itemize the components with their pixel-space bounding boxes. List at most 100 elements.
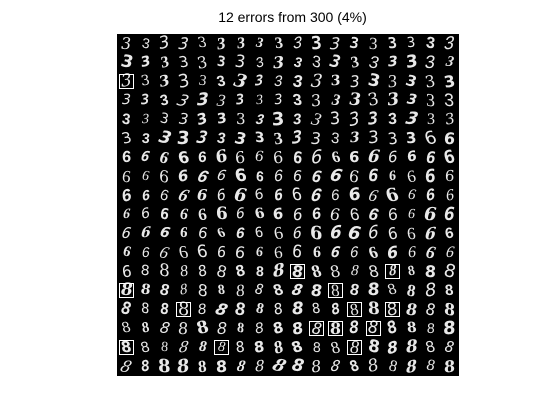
digit-glyph: 3 bbox=[139, 72, 152, 90]
digit-cell: 8 bbox=[174, 262, 193, 281]
digit-cell: 6 bbox=[326, 148, 345, 167]
digit-cell: 3 bbox=[231, 34, 250, 53]
digit-cell: 6 bbox=[269, 167, 288, 186]
digit-cell: 3 bbox=[345, 129, 364, 148]
digit-glyph: 6 bbox=[139, 148, 152, 166]
digit-cell: 6 bbox=[440, 224, 459, 243]
digit-glyph: 6 bbox=[329, 243, 342, 262]
digit-cell: 3 bbox=[250, 53, 269, 72]
digit-cell: 6 bbox=[231, 186, 250, 205]
digit-cell: 8 bbox=[155, 338, 174, 357]
digit-glyph: 8 bbox=[178, 281, 189, 299]
digit-glyph: 3 bbox=[385, 91, 400, 110]
digit-glyph: 8 bbox=[385, 281, 400, 299]
digit-cell: 6 bbox=[231, 224, 250, 243]
figure-title: 12 errors from 300 (4%) bbox=[218, 9, 367, 25]
digit-cell: 3 bbox=[117, 53, 136, 72]
digit-cell: 8 bbox=[383, 281, 402, 300]
digit-glyph: 3 bbox=[254, 53, 265, 71]
digit-glyph: 6 bbox=[348, 205, 361, 224]
digit-glyph: 3 bbox=[426, 110, 435, 129]
digit-cell: 8 bbox=[212, 281, 231, 300]
digit-cell: 3 bbox=[383, 91, 402, 110]
digit-cell: 8 bbox=[326, 338, 345, 357]
digit-glyph: 6 bbox=[291, 243, 304, 262]
digit-cell: 6 bbox=[383, 186, 402, 205]
digit-cell: 3 bbox=[383, 34, 402, 53]
digit-cell: 8 bbox=[364, 338, 383, 357]
digit-cell: 8 bbox=[345, 319, 364, 338]
digit-glyph: 6 bbox=[423, 167, 438, 186]
digit-cell: 3 bbox=[421, 91, 440, 110]
digit-glyph: 6 bbox=[176, 243, 190, 262]
digit-cell: 6 bbox=[193, 167, 212, 186]
digit-cell: 8 bbox=[345, 262, 364, 281]
digit-glyph: 3 bbox=[387, 72, 398, 91]
digit-cell: 8 bbox=[155, 357, 174, 376]
digit-cell: 8 bbox=[421, 300, 440, 319]
digit-cell: 6 bbox=[345, 224, 364, 243]
digit-cell: 3 bbox=[136, 72, 155, 91]
digit-cell: 8 bbox=[212, 262, 231, 281]
digit-glyph: 6 bbox=[329, 224, 342, 243]
digit-glyph: 8 bbox=[178, 262, 189, 281]
digit-cell: 3 bbox=[117, 129, 136, 148]
digit-cell: 6 bbox=[136, 167, 155, 186]
digit-glyph: 3 bbox=[387, 53, 398, 71]
digit-glyph: 3 bbox=[291, 72, 304, 91]
digit-cell: 6 bbox=[269, 186, 288, 205]
digit-glyph: 6 bbox=[197, 186, 208, 205]
digit-cell: 8 bbox=[117, 281, 136, 300]
digit-cell: 8 bbox=[402, 281, 421, 300]
digit-cell: 6 bbox=[421, 243, 440, 262]
digit-glyph: 3 bbox=[386, 129, 399, 148]
digit-glyph: 3 bbox=[157, 34, 172, 53]
digit-cell: 3 bbox=[269, 72, 288, 91]
digit-glyph: 8 bbox=[140, 300, 151, 318]
digit-glyph: 8 bbox=[441, 262, 458, 281]
digit-glyph: 8 bbox=[197, 300, 208, 319]
digit-glyph: 6 bbox=[291, 205, 304, 224]
digit-glyph: 3 bbox=[235, 91, 246, 109]
digit-cell: 6 bbox=[212, 167, 231, 186]
digit-cell: 6 bbox=[345, 243, 364, 262]
digit-cell: 8 bbox=[155, 300, 174, 319]
digit-cell: 8 bbox=[269, 319, 288, 338]
digit-cell: 3 bbox=[155, 53, 174, 72]
digit-cell: 6 bbox=[288, 224, 307, 243]
digit-glyph: 3 bbox=[196, 34, 209, 52]
digit-glyph: 8 bbox=[160, 339, 169, 356]
digit-cell: 3 bbox=[383, 110, 402, 129]
digit-glyph: 6 bbox=[423, 205, 438, 224]
digit-cell: 6 bbox=[402, 243, 421, 262]
digit-glyph: 6 bbox=[291, 186, 304, 205]
digit-cell: 6 bbox=[364, 186, 383, 205]
digit-cell: 3 bbox=[174, 110, 193, 129]
digit-glyph: 6 bbox=[406, 206, 417, 223]
digit-glyph: 8 bbox=[118, 357, 135, 376]
digit-cell: 6 bbox=[155, 224, 174, 243]
digit-glyph: 6 bbox=[424, 243, 438, 262]
digit-glyph: 3 bbox=[348, 72, 361, 91]
digit-cell: 8 bbox=[117, 357, 136, 376]
digit-cell: 8 bbox=[421, 357, 440, 376]
digit-glyph: 3 bbox=[141, 111, 150, 128]
digit-cell: 6 bbox=[155, 148, 174, 167]
digit-glyph: 6 bbox=[383, 186, 402, 205]
digit-glyph: 3 bbox=[403, 110, 420, 129]
digit-cell: 6 bbox=[345, 205, 364, 224]
digit-glyph: 6 bbox=[366, 243, 381, 262]
digit-glyph: 6 bbox=[367, 224, 380, 243]
digit-cell: 6 bbox=[136, 243, 155, 262]
digit-cell: 3 bbox=[326, 72, 345, 91]
digit-glyph: 6 bbox=[255, 148, 264, 166]
digit-cell: 3 bbox=[193, 129, 212, 148]
digit-cell: 6 bbox=[421, 167, 440, 186]
digit-cell: 3 bbox=[440, 91, 459, 110]
digit-glyph: 8 bbox=[405, 357, 418, 376]
digit-cell: 8 bbox=[326, 357, 345, 376]
digit-glyph: 3 bbox=[255, 72, 264, 90]
digit-cell: 3 bbox=[307, 53, 326, 72]
digit-glyph: 6 bbox=[179, 205, 188, 224]
digit-glyph: 3 bbox=[386, 34, 399, 53]
